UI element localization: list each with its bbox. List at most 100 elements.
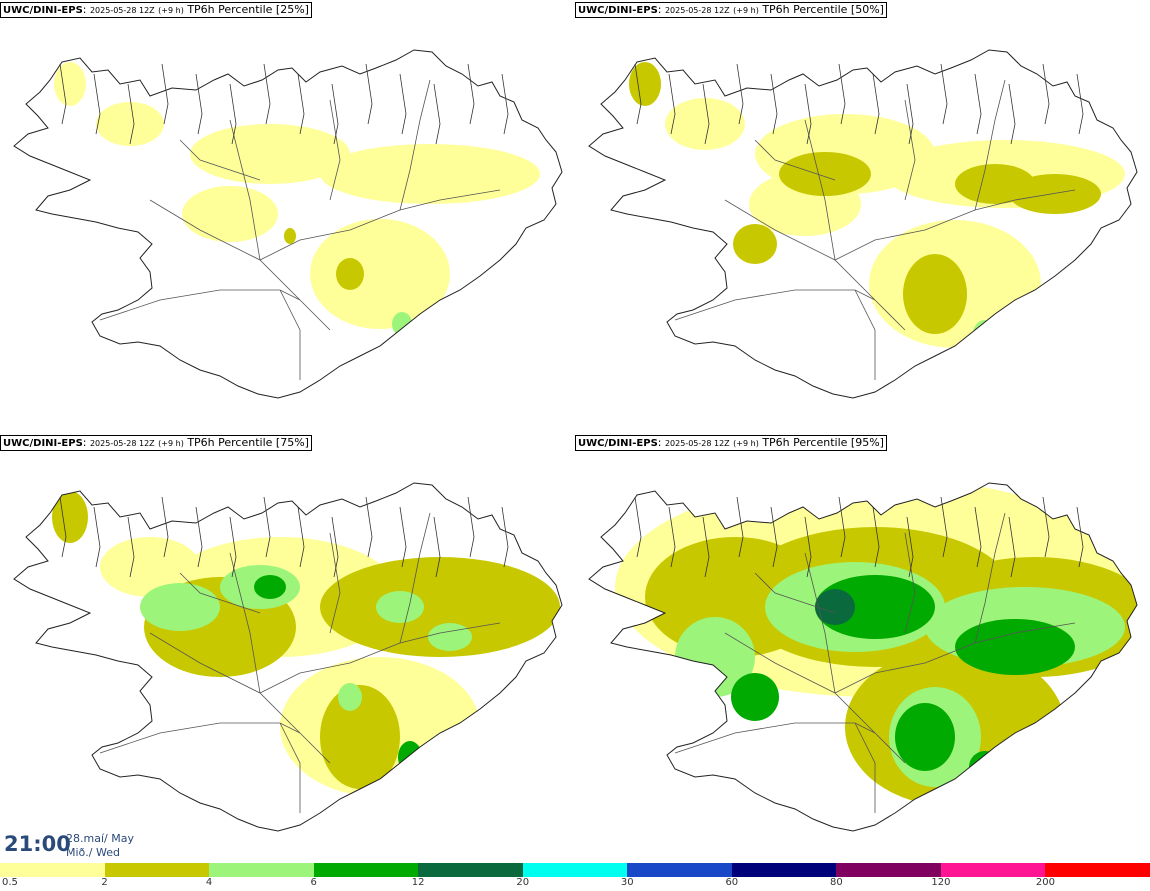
precip-area xyxy=(320,144,540,204)
fjord-line xyxy=(127,516,135,578)
fjord-line xyxy=(1076,506,1084,568)
colorbar-segment xyxy=(627,863,732,877)
fjord-line xyxy=(501,73,509,135)
fjord-line xyxy=(770,73,778,135)
fjord-line xyxy=(365,496,373,558)
road-line xyxy=(99,722,301,754)
coastline xyxy=(588,482,1138,832)
colorbar xyxy=(0,863,1150,877)
colorbar-segment xyxy=(104,863,210,877)
valid-time: 21:00 xyxy=(4,832,71,856)
fjord-line xyxy=(501,506,509,568)
map-panel-p50: UWC/DINI-EPS: 2025-05-28 12Z (+9 h) TP6h… xyxy=(575,0,1150,430)
precip-area xyxy=(398,741,422,773)
fjord-line xyxy=(804,516,812,578)
coastline xyxy=(588,49,1138,399)
fjord-line xyxy=(974,506,982,568)
colorbar-label: 120 xyxy=(931,877,951,888)
road-line xyxy=(179,139,261,181)
fjord-line xyxy=(974,73,982,135)
map-panel-p95: UWC/DINI-EPS: 2025-05-28 12Z (+9 h) TP6h… xyxy=(575,433,1150,863)
fjord-line xyxy=(634,63,642,125)
fjord-line xyxy=(195,506,203,568)
precip-area xyxy=(815,575,935,639)
precip-map xyxy=(588,482,1138,832)
precip-area xyxy=(1009,174,1101,214)
fjord-line xyxy=(433,516,441,578)
road-line xyxy=(854,289,876,380)
colorbar-label: 12 xyxy=(411,877,425,888)
colorbar-label: 20 xyxy=(516,877,530,888)
colorbar-segment xyxy=(940,863,1046,877)
precip-area xyxy=(815,589,855,625)
road-line xyxy=(329,532,341,634)
valid-weekday: Mið./ Wed xyxy=(66,846,120,859)
road-line xyxy=(834,622,1076,694)
precip-area xyxy=(338,683,362,711)
road-line xyxy=(854,722,876,813)
precip-map xyxy=(13,49,563,399)
precip-area xyxy=(903,254,967,334)
road-line xyxy=(229,119,261,261)
precip-area xyxy=(320,685,400,789)
precip-area xyxy=(895,703,955,771)
precip-area xyxy=(254,575,286,599)
fjord-line xyxy=(668,73,676,135)
road-line xyxy=(259,189,501,261)
fjord-line xyxy=(161,496,169,558)
fjord-line xyxy=(838,63,846,125)
precip-area xyxy=(376,591,424,623)
colorbar-label: 6 xyxy=(310,877,317,888)
precip-area xyxy=(973,320,997,348)
road-line xyxy=(754,572,836,614)
fjord-line xyxy=(433,83,441,145)
map-panel-p25: UWC/DINI-EPS: 2025-05-28 12Z (+9 h) TP6h… xyxy=(0,0,575,430)
precip-area xyxy=(54,62,86,106)
road-line xyxy=(904,532,916,634)
panel-title: UWC/DINI-EPS: 2025-05-28 12Z (+9 h) TP6h… xyxy=(0,2,312,18)
fjord-line xyxy=(668,506,676,568)
fjord-line xyxy=(804,83,812,145)
fjord-line xyxy=(940,63,948,125)
road-line xyxy=(974,512,1006,644)
fjord-line xyxy=(59,496,67,558)
colorbar-segment xyxy=(731,863,837,877)
precip-area xyxy=(336,258,364,290)
fjord-line xyxy=(93,506,101,568)
precip-area xyxy=(190,124,350,184)
fjord-line xyxy=(399,506,407,568)
precip-map xyxy=(588,49,1138,399)
road-line xyxy=(674,722,876,754)
precip-area xyxy=(320,557,560,657)
panel-title: UWC/DINI-EPS: 2025-05-28 12Z (+9 h) TP6h… xyxy=(575,435,887,451)
panel-title: UWC/DINI-EPS: 2025-05-28 12Z (+9 h) TP6h… xyxy=(0,435,312,451)
precip-area xyxy=(969,751,1001,783)
fjord-line xyxy=(702,516,710,578)
coastline xyxy=(13,49,563,399)
precip-area xyxy=(310,219,450,329)
fjord-line xyxy=(872,73,880,135)
road-line xyxy=(399,79,431,211)
colorbar-segment xyxy=(209,863,314,877)
colorbar-segment xyxy=(836,863,941,877)
fjord-line xyxy=(1008,516,1016,578)
colorbar-label: 80 xyxy=(829,877,843,888)
fjord-line xyxy=(940,496,948,558)
fjord-line xyxy=(1076,73,1084,135)
fjord-line xyxy=(263,63,271,125)
road-line xyxy=(804,119,836,261)
colorbar-labels: 0.5 2 4 6 12 20 30 60 80 120 200 xyxy=(0,877,1150,891)
road-line xyxy=(399,512,431,644)
fjord-line xyxy=(906,516,914,578)
precip-area xyxy=(392,312,412,336)
fjord-line xyxy=(872,506,880,568)
fjord-line xyxy=(229,83,237,145)
fjord-line xyxy=(399,73,407,135)
fjord-line xyxy=(736,63,744,125)
colorbar-label: 200 xyxy=(1035,877,1055,888)
colorbar-label: 2 xyxy=(101,877,108,888)
fjord-line xyxy=(263,496,271,558)
colorbar-segment xyxy=(522,863,628,877)
fjord-line xyxy=(770,506,778,568)
fjord-line xyxy=(365,63,373,125)
